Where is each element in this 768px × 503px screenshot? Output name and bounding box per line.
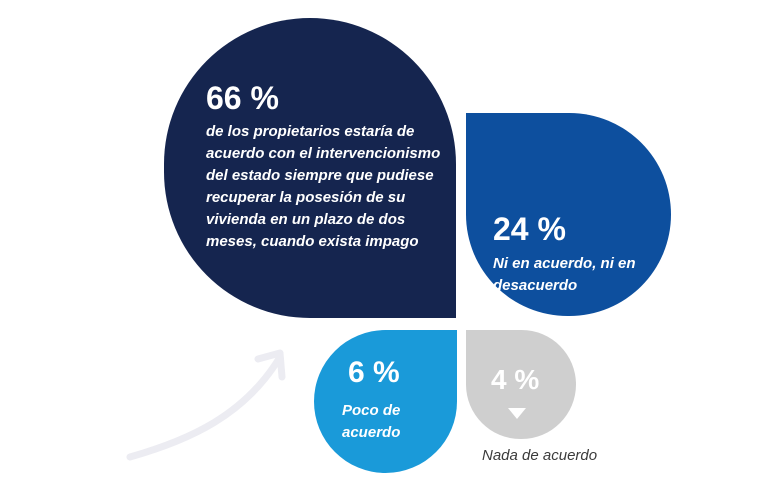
petal-6-value: 6 %: [348, 356, 400, 389]
petal-24-value: 24 %: [493, 211, 566, 247]
petal-24: 24 % Ni en acuerdo, ni en desacuerdo: [466, 113, 671, 316]
petal-4-label: Nada de acuerdo: [482, 447, 598, 464]
arrow-head: [254, 349, 286, 381]
petal-66: 66 % de los propietarios estaría de acue…: [164, 18, 456, 318]
down-triangle-icon: [508, 408, 526, 419]
petal-4-value: 4 %: [491, 364, 540, 395]
petal-4: 4 %: [466, 330, 576, 439]
petal-6-label: Poco de acuerdo: [342, 402, 401, 441]
petal-24-label: Ni en acuerdo, ni en desacuerdo: [493, 255, 636, 294]
arrow-curve: [126, 353, 284, 461]
petal-66-label: de los propietarios estaría de acuerdo c…: [206, 123, 441, 250]
petal-6: 6 % Poco de acuerdo: [314, 330, 457, 473]
petal-66-value: 66 %: [206, 80, 279, 116]
decorative-arrow: [126, 349, 286, 461]
